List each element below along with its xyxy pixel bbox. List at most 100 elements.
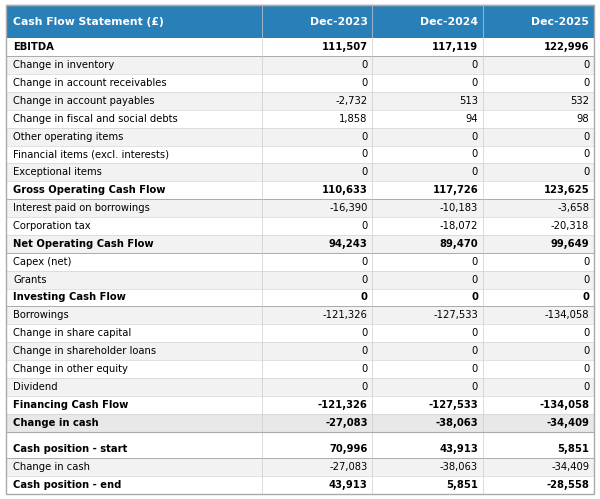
- Bar: [6, 432, 594, 441]
- Text: 0: 0: [361, 167, 368, 177]
- Text: Cash Flow Statement (£): Cash Flow Statement (£): [13, 16, 164, 26]
- Text: -121,326: -121,326: [317, 400, 368, 410]
- Text: -38,063: -38,063: [436, 418, 478, 428]
- Text: 0: 0: [361, 328, 368, 338]
- Text: 5,851: 5,851: [446, 480, 478, 490]
- Text: 94,243: 94,243: [329, 239, 368, 249]
- Text: 0: 0: [472, 256, 478, 267]
- Bar: [6, 181, 594, 199]
- Text: Investing Cash Flow: Investing Cash Flow: [13, 292, 126, 302]
- Text: Gross Operating Cash Flow: Gross Operating Cash Flow: [13, 185, 166, 195]
- Text: Change in shareholder loans: Change in shareholder loans: [13, 346, 157, 356]
- Text: -127,533: -127,533: [433, 310, 478, 320]
- Text: Dec-2023: Dec-2023: [310, 16, 368, 26]
- Text: 0: 0: [361, 274, 368, 284]
- Bar: [6, 146, 594, 163]
- Text: 0: 0: [361, 60, 368, 70]
- Text: -16,390: -16,390: [329, 203, 368, 213]
- Bar: [6, 324, 594, 342]
- Text: 513: 513: [459, 96, 478, 106]
- Text: Dec-2024: Dec-2024: [420, 16, 478, 26]
- Text: Borrowings: Borrowings: [13, 310, 69, 320]
- Text: Cash position - end: Cash position - end: [13, 480, 122, 490]
- Text: 0: 0: [583, 78, 589, 88]
- Text: -28,558: -28,558: [547, 480, 589, 490]
- Text: -3,658: -3,658: [557, 203, 589, 213]
- Bar: [6, 110, 594, 128]
- Bar: [6, 235, 594, 253]
- Text: Dividend: Dividend: [13, 382, 58, 392]
- Text: 0: 0: [361, 132, 368, 142]
- Text: Grants: Grants: [13, 274, 47, 284]
- Text: Change in account payables: Change in account payables: [13, 96, 155, 106]
- Text: 123,625: 123,625: [544, 185, 589, 195]
- Text: Change in cash: Change in cash: [13, 418, 99, 428]
- Text: Capex (net): Capex (net): [13, 256, 71, 267]
- Bar: [6, 342, 594, 360]
- Text: -27,083: -27,083: [325, 418, 368, 428]
- Text: 0: 0: [361, 78, 368, 88]
- Text: 0: 0: [361, 364, 368, 374]
- Text: -18,072: -18,072: [440, 221, 478, 231]
- Text: -38,063: -38,063: [440, 462, 478, 472]
- Text: 0: 0: [583, 167, 589, 177]
- Bar: [6, 476, 594, 494]
- Text: 0: 0: [472, 364, 478, 374]
- Text: -121,326: -121,326: [323, 310, 368, 320]
- Bar: [6, 360, 594, 378]
- Text: 5,851: 5,851: [557, 444, 589, 454]
- Bar: [6, 441, 594, 458]
- Text: Change in fiscal and social debts: Change in fiscal and social debts: [13, 114, 178, 124]
- Text: 0: 0: [361, 346, 368, 356]
- Bar: [6, 458, 594, 476]
- Text: -20,318: -20,318: [551, 221, 589, 231]
- Text: 110,633: 110,633: [322, 185, 368, 195]
- Text: 0: 0: [583, 292, 589, 302]
- Bar: [6, 396, 594, 414]
- Text: 0: 0: [361, 382, 368, 392]
- Bar: [6, 199, 594, 217]
- Text: 0: 0: [583, 274, 589, 284]
- Text: Change in inventory: Change in inventory: [13, 60, 115, 70]
- Text: 0: 0: [472, 346, 478, 356]
- Text: 0: 0: [472, 167, 478, 177]
- Bar: [6, 163, 594, 181]
- Text: 111,507: 111,507: [322, 42, 368, 52]
- Text: 0: 0: [583, 346, 589, 356]
- Text: Net Operating Cash Flow: Net Operating Cash Flow: [13, 239, 154, 249]
- Bar: [6, 92, 594, 110]
- Bar: [6, 128, 594, 146]
- Text: Financial items (excl. interests): Financial items (excl. interests): [13, 150, 169, 160]
- Text: -34,409: -34,409: [551, 462, 589, 472]
- Text: Change in other equity: Change in other equity: [13, 364, 128, 374]
- Text: 89,470: 89,470: [439, 239, 478, 249]
- Text: -134,058: -134,058: [539, 400, 589, 410]
- Bar: [6, 306, 594, 324]
- Text: Exceptional items: Exceptional items: [13, 167, 102, 177]
- Text: 43,913: 43,913: [329, 480, 368, 490]
- Text: 0: 0: [583, 364, 589, 374]
- Text: 0: 0: [583, 150, 589, 160]
- Bar: [6, 414, 594, 432]
- Text: Financing Cash Flow: Financing Cash Flow: [13, 400, 128, 410]
- Text: 0: 0: [472, 132, 478, 142]
- Text: 0: 0: [472, 78, 478, 88]
- Text: 0: 0: [472, 150, 478, 160]
- Text: 0: 0: [471, 292, 478, 302]
- Text: 0: 0: [361, 150, 368, 160]
- Bar: [6, 217, 594, 235]
- Bar: [6, 270, 594, 288]
- Text: 117,119: 117,119: [432, 42, 478, 52]
- Text: Interest paid on borrowings: Interest paid on borrowings: [13, 203, 150, 213]
- Text: -134,058: -134,058: [545, 310, 589, 320]
- Text: EBITDA: EBITDA: [13, 42, 54, 52]
- Text: 70,996: 70,996: [329, 444, 368, 454]
- Text: Corporation tax: Corporation tax: [13, 221, 91, 231]
- Bar: [6, 288, 594, 306]
- Text: 0: 0: [472, 382, 478, 392]
- Text: -34,409: -34,409: [547, 418, 589, 428]
- Text: -2,732: -2,732: [335, 96, 368, 106]
- Text: 0: 0: [583, 382, 589, 392]
- Text: 99,649: 99,649: [551, 239, 589, 249]
- Bar: [6, 378, 594, 396]
